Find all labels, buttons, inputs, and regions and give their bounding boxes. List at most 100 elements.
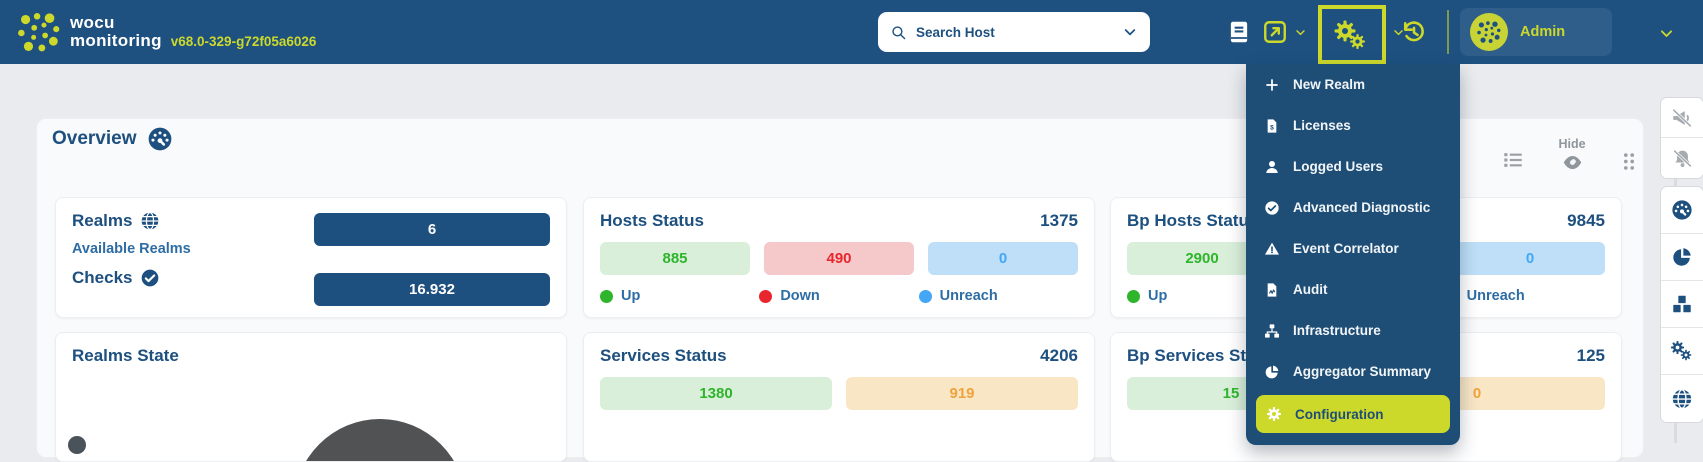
chevron-down-icon[interactable] (1658, 25, 1675, 42)
navbar-divider (1447, 10, 1449, 54)
menu-item-label: Advanced Diagnostic (1293, 200, 1431, 215)
page-title: Overview (52, 126, 173, 152)
user-name: Admin (1520, 24, 1566, 40)
external-link-icon[interactable] (1262, 19, 1288, 45)
gauge-icon (147, 126, 173, 152)
gear-icon (1349, 33, 1366, 50)
services-warning-pill[interactable]: 919 (846, 377, 1078, 410)
menu-item-label: Licenses (1293, 118, 1351, 133)
menu-item-label: Logged Users (1293, 159, 1384, 174)
gear-icon (1266, 406, 1282, 422)
avatar-wocu-icon (1476, 19, 1502, 45)
red-dot-icon (759, 289, 773, 303)
mute-button-group (1660, 97, 1703, 179)
menu-item-configuration[interactable]: Configuration (1256, 395, 1450, 433)
warning-triangle-icon (1264, 241, 1280, 257)
services-status-card: Services Status 4206 1380 919 (583, 332, 1095, 462)
hosts-down-pill[interactable]: 490 (764, 242, 914, 275)
hosts-status-total: 1375 (1040, 211, 1078, 230)
menu-item-label: New Realm (1293, 77, 1366, 92)
legend-unreach: Unreach (1445, 288, 1605, 304)
pie-chart-icon (1671, 246, 1693, 268)
notifications-mute-button[interactable] (1661, 138, 1703, 178)
bp-hosts-status-title: Bp Hosts Status (1127, 211, 1259, 230)
chevron-down-icon[interactable] (1294, 26, 1307, 39)
hosts-status-title: Hosts Status (600, 211, 704, 230)
top-navbar: wocu monitoring v68.0-329-g72f05a6026 Se… (0, 0, 1703, 64)
megaphone-mute-button[interactable] (1661, 98, 1703, 138)
page-title-text: Overview (52, 128, 137, 149)
pie-chart-icon (1264, 364, 1280, 380)
globe-icon (1671, 388, 1693, 410)
file-chart-icon (1264, 282, 1280, 298)
legend-down: Down (759, 288, 918, 304)
quick-nav-button-group (1660, 186, 1703, 423)
realms-title: Realms (72, 211, 133, 230)
bp-hosts-unreach-pill[interactable]: 0 (1455, 242, 1605, 275)
services-ok-pill[interactable]: 1380 (600, 377, 832, 410)
overview-shortcut-button[interactable] (1661, 187, 1703, 234)
legend-up: Up (1127, 288, 1286, 304)
user-menu[interactable]: Admin (1460, 8, 1612, 56)
menu-item-label: Audit (1293, 282, 1328, 297)
realms-state-donut-chart[interactable] (294, 419, 466, 461)
hosts-up-pill[interactable]: 885 (600, 242, 750, 275)
hosts-status-card: Hosts Status 1375 885 490 0 Up Down Unre… (583, 197, 1095, 318)
search-host-combobox[interactable]: Search Host (878, 12, 1150, 52)
menu-item-audit[interactable]: Audit (1246, 269, 1460, 310)
history-icon[interactable] (1400, 18, 1428, 46)
settings-menu-button-highlighted[interactable] (1318, 5, 1386, 64)
wocu-logo-icon (16, 9, 62, 55)
sitemap-icon (1264, 323, 1280, 339)
gear-icon (1680, 349, 1692, 361)
realms-heading: Realms (72, 211, 191, 231)
brand[interactable]: wocu monitoring v68.0-329-g72f05a6026 (16, 9, 316, 55)
blue-dot-icon (918, 289, 932, 303)
checks-title: Checks (72, 268, 133, 287)
menu-item-licenses[interactable]: Licenses (1246, 105, 1460, 146)
menu-item-label: Infrastructure (1293, 323, 1381, 338)
checks-heading: Checks (72, 268, 191, 288)
hosts-unreach-pill[interactable]: 0 (928, 242, 1078, 275)
brand-text: wocu monitoring v68.0-329-g72f05a6026 (70, 14, 316, 50)
available-realms-label: Available Realms (72, 241, 191, 257)
menu-item-logged-users[interactable]: Logged Users (1246, 146, 1460, 187)
services-status-title: Services Status (600, 346, 727, 365)
drag-grip-icon[interactable] (1618, 150, 1640, 173)
version-label: v68.0-329-g72f05a6026 (170, 34, 317, 49)
brand-line2: monitoring (70, 31, 162, 50)
menu-item-aggregator-summary[interactable]: Aggregator Summary (1246, 351, 1460, 392)
user-icon (1264, 159, 1280, 175)
green-dot-icon (1127, 289, 1140, 303)
gauge-icon (1671, 199, 1693, 221)
menu-item-advanced-diagnostic[interactable]: Advanced Diagnostic (1246, 187, 1460, 228)
hide-label: Hide (1558, 137, 1586, 151)
megaphone-slash-icon (1671, 107, 1693, 129)
menu-item-new-realm[interactable]: New Realm (1246, 64, 1460, 105)
brand-line1: wocu (70, 13, 115, 33)
book-icon[interactable] (1226, 19, 1252, 45)
menu-item-label: Event Correlator (1293, 241, 1399, 256)
menu-item-label: Aggregator Summary (1293, 364, 1432, 379)
globe-icon (140, 211, 160, 231)
green-dot-icon (600, 289, 613, 303)
legend-unreach: Unreach (918, 288, 1078, 304)
realms-shortcut-button[interactable] (1661, 375, 1703, 422)
legend-up: Up (600, 288, 759, 304)
reports-shortcut-button[interactable] (1661, 234, 1703, 281)
assets-shortcut-button[interactable] (1661, 281, 1703, 328)
bp-hosts-status-total: 9845 (1567, 211, 1605, 230)
realms-count-pill[interactable]: 6 (314, 213, 550, 246)
menu-item-event-correlator[interactable]: Event Correlator (1246, 228, 1460, 269)
search-host-value: Search Host (916, 24, 995, 40)
hide-widgets-control[interactable]: Hide (1548, 137, 1596, 173)
checks-count-pill[interactable]: 16.932 (314, 273, 550, 306)
menu-item-infrastructure[interactable]: Infrastructure (1246, 310, 1460, 351)
list-view-icon[interactable] (1502, 149, 1524, 171)
plus-icon (1264, 77, 1280, 93)
chart-fragment-dot (68, 436, 86, 454)
settings-shortcut-button[interactable] (1661, 328, 1703, 375)
chevron-down-icon[interactable] (1122, 24, 1138, 40)
bell-slash-icon (1672, 148, 1693, 169)
avatar (1470, 13, 1508, 51)
